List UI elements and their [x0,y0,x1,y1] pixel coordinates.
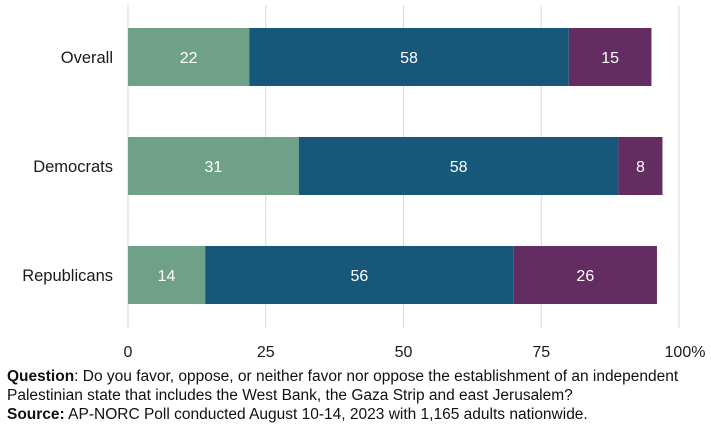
question-text: : Do you favor, oppose, or neither favor… [7,368,679,404]
data-label: 14 [158,268,176,285]
category-label: Democrats [33,158,113,176]
question-note: Question: Do you favor, oppose, or neith… [7,367,707,405]
source-label: Source: [7,406,65,423]
data-label: 56 [351,268,369,285]
chart-notes: Question: Do you favor, oppose, or neith… [7,367,707,424]
category-label: Republicans [22,267,113,285]
bar-segment [249,28,569,86]
data-label: 58 [400,50,418,67]
data-label: 58 [450,159,468,176]
bar-segment [205,246,514,304]
bar-segment [568,28,652,86]
category-labels: Overall Democrats Republicans [22,49,113,285]
bar-segment [128,28,250,86]
x-tick-label: 25 [257,344,275,361]
bar-segment [618,137,663,195]
x-tick-label: 50 [395,344,413,361]
x-tick-label: 0 [124,344,133,361]
data-label: 8 [636,159,645,176]
data-label: 26 [576,268,594,285]
bar-segment [128,137,299,195]
question-label: Question [7,368,75,385]
bars: 22 58 15 31 58 8 14 56 26 [128,28,663,304]
bar-segment [513,246,657,304]
bar-segment [128,246,206,304]
source-note: Source: AP-NORC Poll conducted August 10… [7,405,707,424]
x-tick-label: 100% [665,344,706,361]
data-label: 31 [205,159,223,176]
x-tick-label: 75 [532,344,550,361]
source-text: AP-NORC Poll conducted August 10-14, 202… [64,406,588,423]
bar-segment [298,137,619,195]
category-label: Overall [61,49,113,67]
stacked-bar-chart: 22 58 15 31 58 8 14 56 26 Overall Democrats Republ… [22,5,706,361]
data-label: 15 [601,50,619,67]
data-label: 22 [180,50,198,67]
x-tick-labels: 0 25 50 75 100% [124,344,706,361]
